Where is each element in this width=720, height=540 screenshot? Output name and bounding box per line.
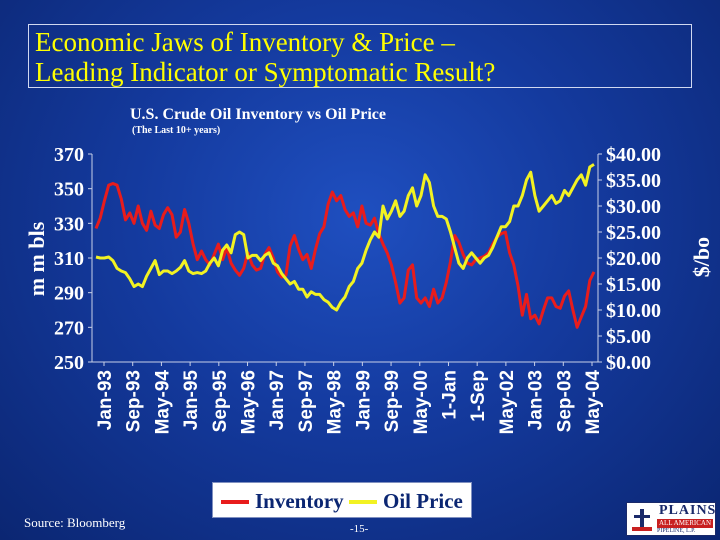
y-left-tick-label: 270 <box>54 317 84 339</box>
x-tick-label: Sep-95 <box>210 370 231 433</box>
y-left-tick-label: 330 <box>54 213 84 235</box>
x-tick-label: Sep-03 <box>554 370 575 432</box>
y-left-tick-label: 250 <box>54 352 84 374</box>
logo-text-top: PLAINS <box>659 503 716 518</box>
logo-text-middle: ALL AMERICAN <box>657 519 713 528</box>
slide-title-box: Economic Jaws of Inventory & Price – Lea… <box>28 24 692 88</box>
company-logo: PLAINS ALL AMERICAN PIPELINE, L.P. <box>626 502 716 536</box>
x-tick-label: May-00 <box>411 370 432 434</box>
x-tick-label: May-98 <box>325 370 346 434</box>
legend-swatch-inventory <box>221 500 249 504</box>
slide-title-line-2: Leading Indicator or Symptomatic Result? <box>35 57 496 87</box>
logo-text-bottom: PIPELINE, L.P. <box>657 528 696 534</box>
y-right-tick-label: $0.00 <box>606 352 651 374</box>
x-tick-label: May-96 <box>239 370 260 434</box>
y-right-tick-label: $35.00 <box>606 170 661 192</box>
pipeline-logo-icon <box>632 509 652 531</box>
legend-label-inventory: Inventory <box>255 489 344 513</box>
slide-title-line-1: Economic Jaws of Inventory & Price – <box>35 27 455 57</box>
series-line-inventory <box>94 182 596 329</box>
y-right-tick-label: $10.00 <box>606 300 661 322</box>
x-tick-label: Jan-93 <box>95 370 116 430</box>
chart-subtitle: (The Last 10+ years) <box>132 125 221 136</box>
chart-legend: Inventory Oil Price <box>212 482 472 518</box>
x-tick-label: Sep-97 <box>296 370 317 432</box>
x-tick-label: Sep-93 <box>124 370 145 432</box>
x-tick-label: 1-Jan <box>439 370 460 420</box>
x-tick-label: Jan-03 <box>526 370 547 430</box>
source-note: Source: Bloomberg <box>24 515 126 530</box>
legend-swatch-oil-price <box>349 500 377 504</box>
y-right-tick-label: $15.00 <box>606 274 661 296</box>
y-left-tick-label: 290 <box>54 283 84 305</box>
y-left-tick-label: 370 <box>54 144 84 166</box>
x-tick-label: Jan-95 <box>181 370 202 431</box>
y-left-tick-label: 310 <box>54 248 84 270</box>
y-right-tick-label: $30.00 <box>606 196 661 218</box>
x-tick-label: May-94 <box>152 370 173 435</box>
chart-title: U.S. Crude Oil Inventory vs Oil Price <box>130 106 386 123</box>
page-number: -15- <box>350 523 369 535</box>
y-right-tick-label: $5.00 <box>606 326 651 348</box>
y-left-tick-label: 350 <box>54 179 84 201</box>
x-tick-label: Jan-97 <box>267 370 288 430</box>
x-tick-label: May-04 <box>583 370 604 435</box>
x-tick-label: Jan-99 <box>353 370 374 430</box>
x-tick-label: May-02 <box>497 370 518 434</box>
x-tick-label: Sep-99 <box>382 370 403 432</box>
legend-label-oil-price: Oil Price <box>383 489 463 513</box>
x-tick-label: 1-Sep <box>468 370 489 422</box>
series-line-oil-price <box>95 163 595 312</box>
y-right-tick-label: $20.00 <box>606 248 661 270</box>
y-right-tick-label: $25.00 <box>606 222 661 244</box>
y-right-tick-label: $40.00 <box>606 144 661 166</box>
